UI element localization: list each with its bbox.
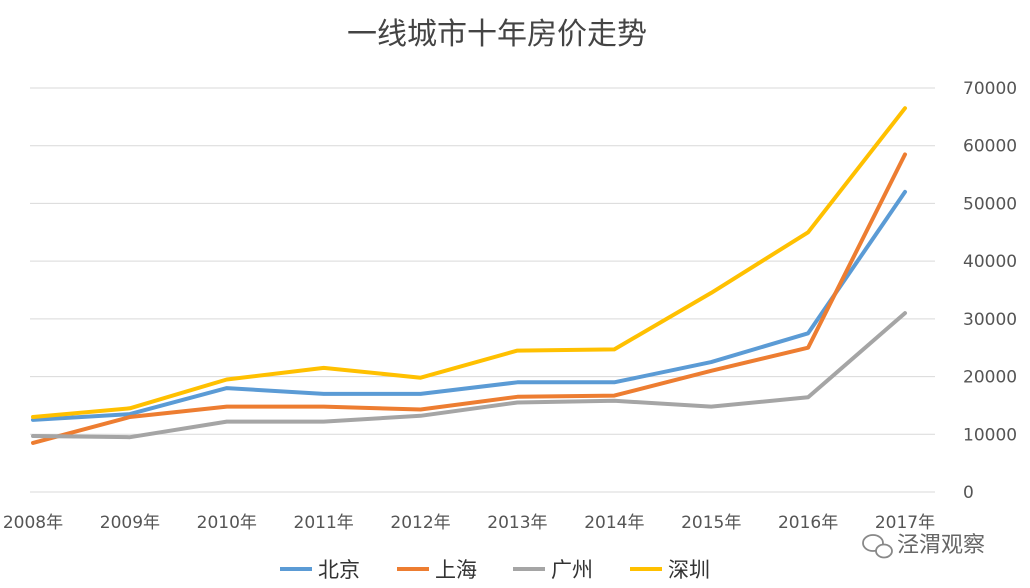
legend-label: 上海 — [435, 558, 477, 582]
y-tick-label: 10000 — [963, 425, 1017, 445]
gridlines — [30, 87, 935, 493]
legend-label: 深圳 — [668, 558, 710, 582]
y-tick-label: 0 — [963, 483, 974, 503]
x-tick-label: 2013年 — [487, 513, 547, 533]
wechat-icon — [862, 534, 893, 559]
x-tick-label: 2011年 — [294, 513, 354, 533]
y-tick-label: 30000 — [963, 310, 1017, 330]
legend-label: 北京 — [318, 558, 360, 582]
y-tick-label: 60000 — [963, 137, 1017, 157]
y-axis-ticks: 0 10000 20000 30000 40000 50000 60000 70000 — [963, 79, 1017, 503]
y-tick-label: 50000 — [963, 194, 1017, 214]
legend-label: 广州 — [551, 558, 593, 582]
series-line-1 — [31, 152, 907, 445]
x-tick-label: 2010年 — [197, 513, 257, 533]
x-tick-label: 2015年 — [681, 513, 741, 533]
series-line-0 — [31, 189, 907, 422]
x-tick-label: 2008年 — [3, 513, 63, 533]
x-tick-label: 2009年 — [100, 513, 160, 533]
x-axis-ticks: 2008年 2009年 2010年 2011年 2012年 2013年 2014年 2015年… — [3, 513, 935, 533]
series-lines — [31, 106, 907, 445]
series-line-2 — [31, 311, 907, 440]
y-tick-label: 20000 — [963, 368, 1017, 388]
x-tick-label: 2017年 — [875, 513, 935, 533]
y-tick-label: 40000 — [963, 252, 1017, 272]
x-tick-label: 2012年 — [390, 513, 450, 533]
x-tick-label: 2014年 — [584, 513, 644, 533]
chart-title: 一线城市十年房价走势 — [347, 17, 647, 52]
x-tick-label: 2016年 — [778, 513, 838, 533]
series-line-3 — [31, 106, 907, 419]
watermark-text: 泾渭观察 — [897, 533, 985, 558]
legend: 北京 上海 广州 深圳 — [280, 558, 710, 582]
y-tick-label: 70000 — [963, 79, 1017, 99]
watermark: 泾渭观察 — [862, 533, 985, 559]
